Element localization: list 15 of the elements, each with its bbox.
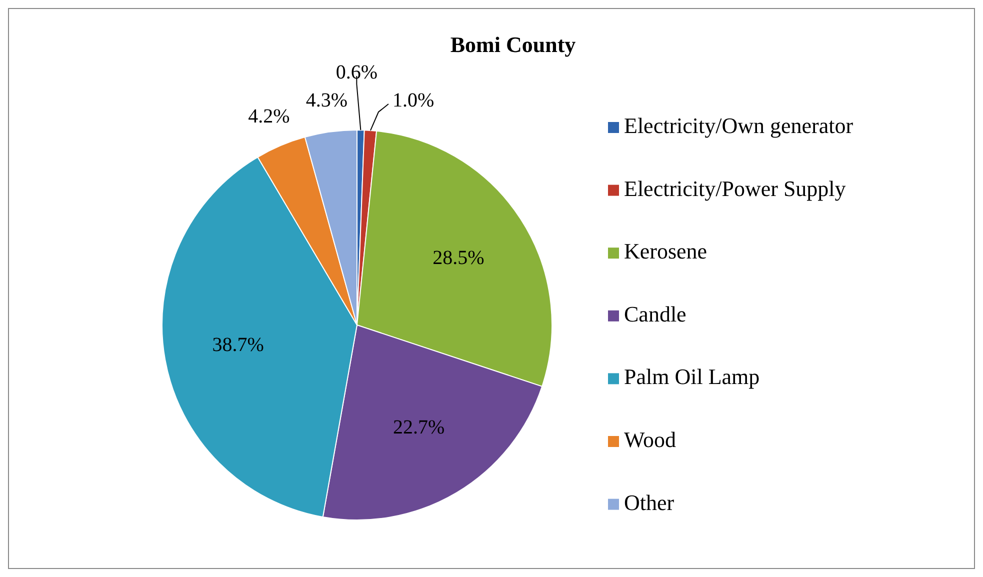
legend-label: Wood <box>624 427 676 452</box>
legend-label: Palm Oil Lamp <box>624 364 760 390</box>
data-label: 4.3% <box>306 90 348 112</box>
data-label: 0.6% <box>336 62 378 84</box>
legend-label: Kerosene <box>624 238 708 264</box>
legend-label: Electricity/Own generator <box>624 113 854 138</box>
data-label: 38.7% <box>212 334 264 356</box>
data-label: 22.7% <box>393 416 445 438</box>
data-label: 28.5% <box>432 246 484 269</box>
chart-title: Bomi County <box>450 32 576 57</box>
legend-label: Electricity/Power Supply <box>624 176 846 201</box>
data-label: 1.0% <box>392 90 434 112</box>
data-label: 4.2% <box>248 106 290 128</box>
legend-label: Candle <box>624 301 686 326</box>
legend-label: Other <box>624 490 675 515</box>
